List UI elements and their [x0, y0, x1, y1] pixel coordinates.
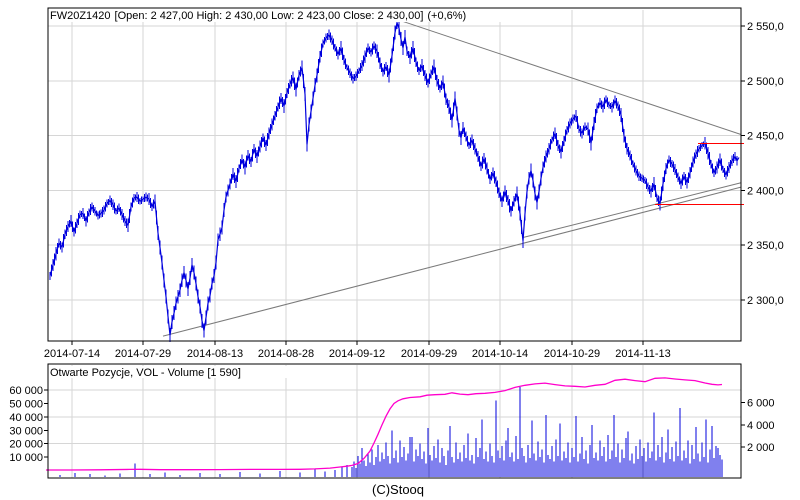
volume-axis-label: 4 000: [747, 420, 775, 432]
main-panel-header: FW20Z1420 [Open: 2 427,00 High: 2 430,00 …: [50, 10, 466, 22]
date-axis-label: 2014-11-13: [615, 348, 670, 360]
date-axis-label: 2014-07-14: [44, 348, 100, 360]
open-interest-axis-label: 20 000: [9, 439, 43, 451]
stooq-credit: (C)Stooq: [372, 482, 424, 497]
volume-panel-header: Otwarte Pozycje, VOL - Volume [1 590]: [50, 367, 241, 379]
date-axis-label: 2014-10-29: [544, 348, 600, 360]
price-axis-label: 2 400,0: [747, 185, 784, 197]
open-interest-axis-label: 30 000: [9, 425, 43, 437]
volume-label-background: [49, 366, 289, 378]
open-interest-axis-label: 40 000: [9, 412, 43, 424]
price-axis-label: 2 550,0: [747, 21, 784, 33]
price-axis-label: 2 450,0: [747, 131, 784, 143]
open-interest-axis-label: 50 000: [9, 399, 43, 411]
axis-tick-labels: 2 550,0 2 500,0 2 450,0 2 400,0 2 350,0 2 300…: [9, 21, 783, 464]
date-axis-label: 2014-07-29: [115, 348, 171, 360]
change-percent: (+0,6%): [427, 10, 466, 22]
date-axis-label: 2014-09-12: [329, 348, 385, 360]
price-axis-label: 2 500,0: [747, 76, 784, 88]
panel-frames-and-ticks: [44, 7, 745, 479]
main-panel-grid: [48, 10, 741, 341]
ohlc-summary: [Open: 2 427,00 High: 2 430,00 Low: 2 42…: [115, 10, 424, 22]
open-interest-axis-label: 10 000: [9, 452, 43, 464]
instrument-symbol: FW20Z1420: [50, 10, 111, 22]
price-axis-label: 2 300,0: [747, 295, 784, 307]
open-interest-line: [46, 377, 723, 471]
volume-panel-grid: [48, 365, 741, 478]
support-resistance-levels: [655, 142, 744, 206]
date-axis-label: 2014-08-13: [187, 348, 243, 360]
volume-bars: [59, 387, 723, 477]
date-axis-label: 2014-10-14: [472, 348, 528, 360]
price-series: [49, 16, 740, 343]
date-axis-label: 2014-09-29: [401, 348, 457, 360]
open-interest-axis-label: 60 000: [9, 385, 43, 397]
date-axis-label: 2014-08-28: [258, 348, 314, 360]
price-axis-label: 2 350,0: [747, 240, 784, 252]
trendlines: [162, 18, 742, 337]
volume-axis-label: 2 000: [747, 442, 775, 454]
header-label-background: [49, 9, 541, 22]
volume-axis-label: 6 000: [747, 398, 775, 410]
